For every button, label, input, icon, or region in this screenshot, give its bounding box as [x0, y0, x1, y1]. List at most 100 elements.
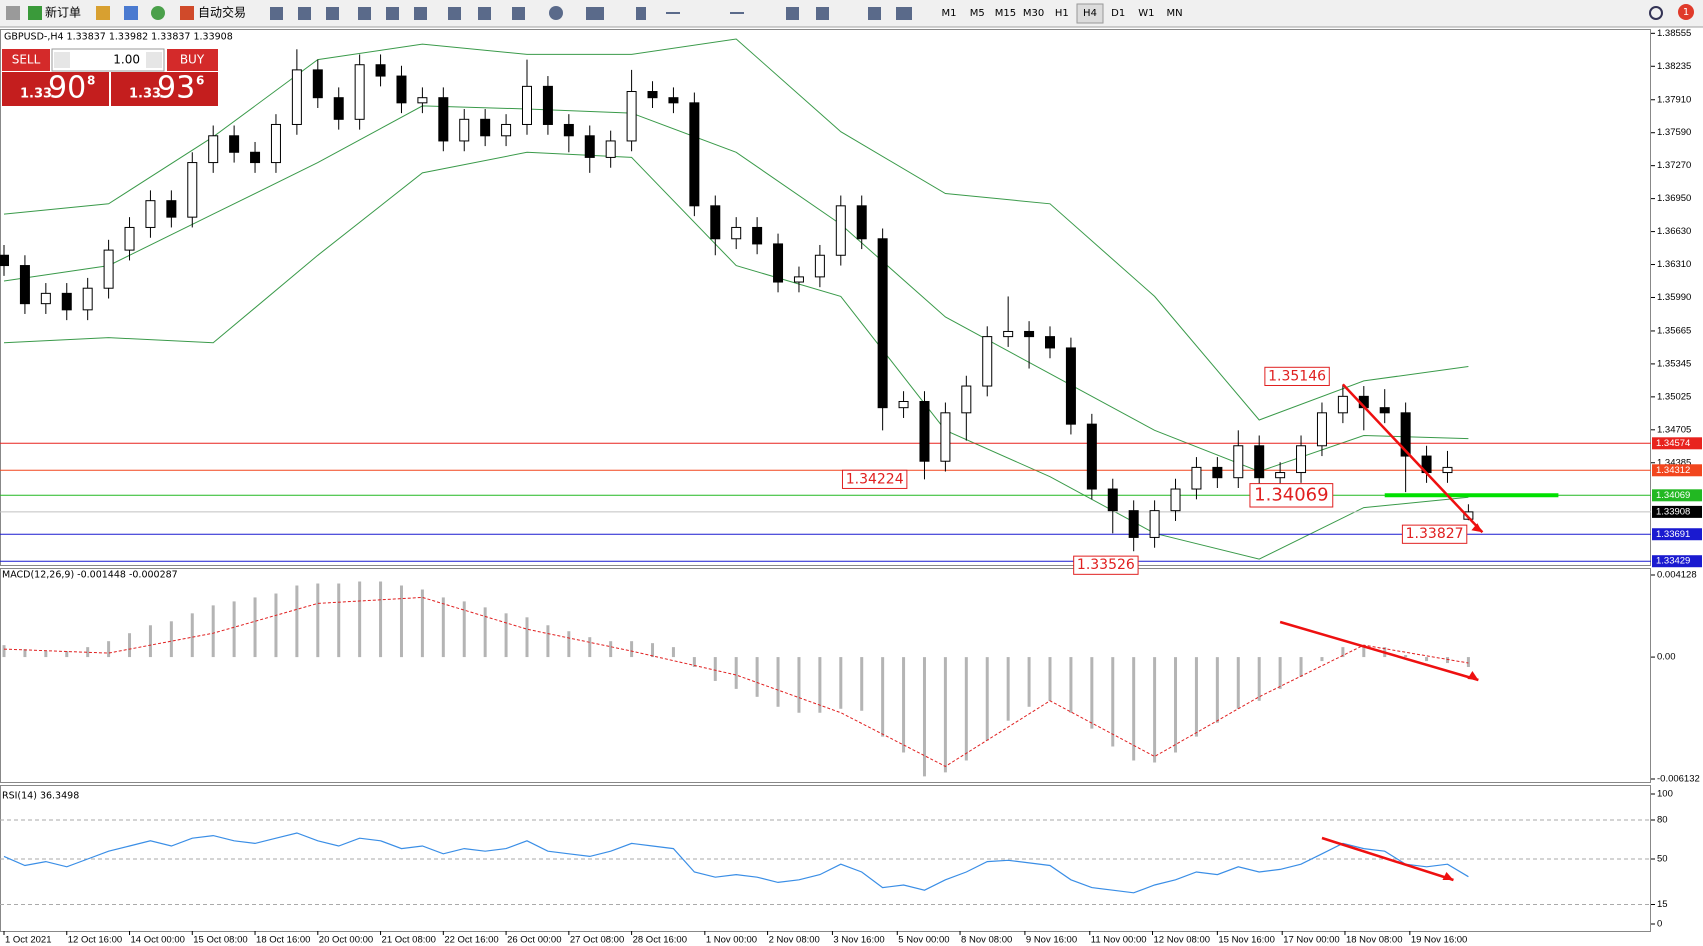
candle-body [82, 287, 93, 311]
x-tick-label: 26 Oct 00:00 [507, 935, 561, 946]
candle-body [1191, 466, 1202, 490]
annotation-box [1264, 366, 1330, 386]
icon[interactable] [478, 7, 491, 20]
icon[interactable] [666, 12, 680, 14]
signal-line [3, 596, 1469, 767]
timeframe-button[interactable]: M15 [995, 8, 1016, 19]
search-icon[interactable] [1649, 6, 1663, 20]
icon[interactable] [386, 7, 399, 20]
timeframe-button[interactable]: H1 [1055, 8, 1069, 19]
x-tick-label: 27 Oct 08:00 [570, 935, 624, 946]
candle-body [647, 91, 658, 99]
candle-body [1212, 466, 1223, 479]
price-label-box [1652, 464, 1702, 477]
rsi-line [3, 832, 1469, 894]
ask-box[interactable] [111, 72, 218, 106]
timeframe-button[interactable]: D1 [1111, 8, 1125, 19]
icon[interactable] [636, 7, 646, 20]
bid-pips: 90 [48, 71, 86, 106]
annotation-box [841, 469, 908, 489]
icon[interactable] [586, 7, 604, 20]
lot-value[interactable]: 1.00 [113, 53, 140, 67]
icon[interactable] [124, 6, 138, 20]
timeframe-button[interactable]: M30 [1023, 8, 1044, 19]
new-order-icon[interactable] [28, 6, 42, 20]
icon[interactable] [512, 7, 525, 20]
candle-body [1233, 445, 1244, 479]
y-tick-label: 50 [1657, 854, 1668, 865]
timeframe-button[interactable]: W1 [1138, 8, 1154, 19]
y-tick-label: 1.37270 [1657, 160, 1691, 171]
icon[interactable] [6, 6, 20, 20]
timeframe-button[interactable]: M1 [942, 8, 957, 19]
candle-body [0, 254, 9, 267]
candle-body [1086, 423, 1097, 490]
candle-body [229, 135, 240, 153]
candle-body [584, 135, 595, 158]
timeframe-button[interactable]: M5 [970, 8, 985, 19]
annotation: 1.34069 [1254, 484, 1328, 505]
icon[interactable] [270, 7, 283, 20]
y-tick-label: 1.35665 [1657, 325, 1691, 336]
icon[interactable] [151, 6, 165, 20]
candle-body [877, 238, 888, 409]
price-label: 1.34312 [1656, 465, 1690, 476]
bid-box[interactable] [2, 72, 109, 106]
candle-body [1003, 330, 1014, 338]
buy-button[interactable] [167, 49, 218, 71]
icon[interactable] [896, 7, 912, 20]
annotation: 1.34224 [846, 471, 904, 487]
icon[interactable] [326, 7, 339, 20]
new-order-button[interactable]: 新订单 [45, 5, 81, 20]
lot-down[interactable] [54, 52, 70, 68]
lot-input[interactable] [51, 48, 165, 72]
icon[interactable] [868, 7, 881, 20]
x-tick-label: 19 Nov 16:00 [1411, 935, 1468, 946]
candle-body [124, 226, 135, 251]
lot-up[interactable] [146, 52, 162, 68]
icon[interactable] [448, 7, 461, 20]
timeframe-button[interactable]: MN [1167, 8, 1183, 19]
candle-body [396, 75, 407, 104]
icon[interactable] [358, 7, 371, 20]
candle-body [1024, 330, 1035, 338]
sell-label[interactable]: SELL [12, 53, 41, 67]
icon[interactable] [96, 6, 110, 20]
icon[interactable] [298, 7, 311, 20]
buy-label[interactable]: BUY [180, 53, 205, 67]
auto-trading-button[interactable]: 自动交易 [198, 5, 246, 20]
icon[interactable] [786, 7, 799, 20]
candle-body [626, 91, 637, 142]
x-tick-label: 22 Oct 16:00 [444, 935, 498, 946]
icon[interactable] [414, 7, 427, 20]
x-tick-label: 11 Nov 00:00 [1091, 935, 1147, 946]
candle-body [961, 385, 972, 414]
candle-body [480, 118, 491, 137]
y-tick-label: 1.34385 [1657, 457, 1691, 468]
annotation: 1.33526 [1077, 557, 1135, 573]
candle-body [1149, 510, 1160, 538]
candle-body [187, 162, 198, 218]
y-tick-label: -0.006132 [1657, 774, 1700, 785]
icon[interactable] [730, 12, 744, 14]
x-tick-label: 1 Oct 2021 [5, 935, 51, 946]
icon[interactable] [549, 6, 563, 20]
macd-title: MACD(12,26,9) -0.001448 -0.000287 [2, 570, 178, 581]
trend-arrow [1341, 383, 1484, 534]
candle-body [1337, 395, 1348, 414]
sell-button[interactable] [2, 49, 50, 71]
arrow-head [1442, 872, 1454, 880]
notification-badge[interactable] [1678, 4, 1694, 20]
annotation-box [1249, 483, 1334, 508]
candle-body [250, 151, 261, 164]
chart-title: GBPUSD-,H4 1.33837 1.33982 1.33837 1.339… [4, 32, 233, 43]
candle-body [333, 97, 344, 120]
timeframe-button[interactable]: H4 [1083, 8, 1097, 19]
x-tick-label: 15 Oct 08:00 [193, 935, 247, 946]
candle-body [1254, 445, 1265, 479]
y-tick-label: 1.36950 [1657, 193, 1691, 204]
y-tick-label: 0.00 [1657, 652, 1676, 663]
auto-trading-icon[interactable] [180, 6, 194, 20]
ask-big-figure: 1.33 [129, 87, 161, 102]
icon[interactable] [816, 7, 829, 20]
